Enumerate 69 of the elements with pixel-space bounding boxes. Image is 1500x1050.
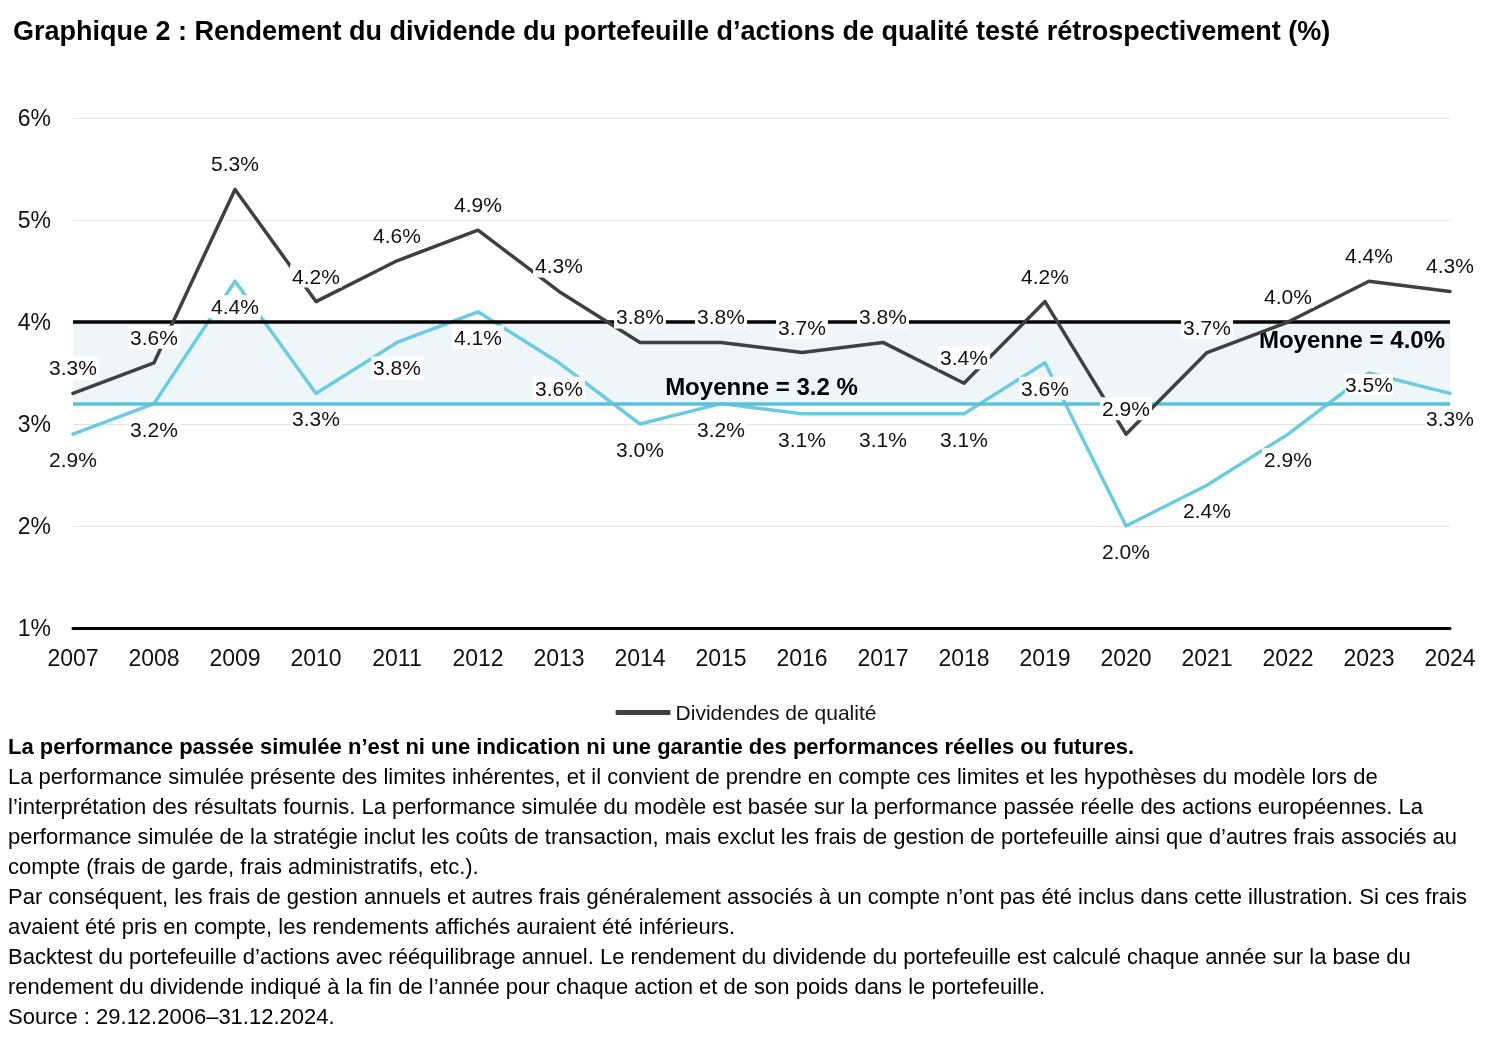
text: Backtest du portefeuille d’actions avec rééquilibrage annuel. Le rendement du dividende du portefeuille est calculé chaque année sur la base du rendement du dividende indiqué à la fin de l’année pour chaque action et de son poids dans le portefeuille.	[8, 943, 1412, 1001]
data-label: 3.5%	[1345, 373, 1393, 396]
data-label: 3.4%	[940, 346, 988, 370]
x-tick-label: 2020	[1100, 644, 1152, 671]
data-label: 4.9%	[454, 193, 502, 217]
x-tick-label: 2022	[1262, 644, 1314, 671]
x-tick-label: 2010	[290, 644, 342, 671]
data-label: 3.8%	[373, 356, 421, 380]
x-tick-label: 2016	[776, 644, 828, 671]
y-tick-label: 1%	[17, 615, 51, 641]
y-tick-label: 5%	[17, 207, 51, 233]
data-label: 2.9%	[1102, 397, 1150, 421]
data-label: 3.2%	[130, 417, 178, 441]
data-label: 4.4%	[211, 295, 259, 319]
data-label: 4.1%	[454, 325, 502, 349]
data-label: 3.7%	[778, 315, 826, 339]
data-label: 3.3%	[49, 356, 97, 380]
text: La performance passée simulée n’est ni une indication ni une garantie des performances réelles ou futures.	[8, 733, 1135, 761]
x-tick-label: 2018	[938, 644, 990, 671]
text: Par conséquent, les frais de gestion annuels et autres frais généralement associés à un compte n’ont pas été inclus dans cette illustration. Si ces frais avaient été pris en compte, les rendements affichés auraient été inférieurs.	[8, 883, 1468, 941]
data-label: 2.9%	[1264, 448, 1312, 472]
legend-label: Dividendes de qualité	[675, 701, 877, 724]
ref-line-label: Moyenne = 4.0%	[1258, 325, 1445, 353]
data-label: 5.3%	[211, 152, 259, 176]
data-label: 3.6%	[1021, 376, 1069, 400]
x-tick-label: 2014	[614, 644, 666, 671]
x-tick-label: 2008	[128, 644, 180, 671]
y-tick-label: 3%	[17, 411, 51, 437]
data-label: 3.6%	[535, 376, 583, 400]
ref-line-label: Moyenne = 3.2 %	[665, 373, 858, 401]
data-label: 4.6%	[373, 223, 421, 247]
data-label: 3.3%	[292, 407, 340, 431]
data-label: 3.2%	[697, 417, 745, 441]
data-label: 2.0%	[1102, 540, 1150, 563]
data-label: 3.8%	[616, 305, 664, 329]
data-label: 4.2%	[1021, 264, 1069, 288]
data-label: 4.0%	[1264, 285, 1312, 308]
x-tick-label: 2015	[695, 644, 747, 671]
y-tick-label: 6%	[17, 105, 51, 131]
data-label: 4.2%	[292, 264, 340, 288]
x-tick-label: 2017	[857, 644, 909, 671]
text: La performance simulée présente des limites inhérentes, et il convient de prendre en compte ces limites et les hypothèses du modèle lors de l’interprétation des résultats fournis. La performance simulée du modèle est basée sur la performance passée réelle des actions européennes. La performance simulée de la stratégie inclut les coûts de transaction, mais exclut les frais de gestion de portefeuille ainsi que d’autres frais associés au compte (frais de garde, frais administratifs, etc.).	[8, 763, 1459, 881]
data-label: 3.1%	[778, 427, 826, 451]
data-label: 4.3%	[535, 254, 583, 278]
data-label: 4.4%	[1345, 244, 1393, 268]
data-label: 4.3%	[1426, 254, 1474, 278]
x-tick-label: 2023	[1343, 644, 1395, 671]
x-tick-label: 2011	[372, 644, 422, 671]
x-tick-label: 2021	[1181, 644, 1233, 671]
x-tick-label: 2019	[1019, 644, 1071, 671]
x-tick-label: 2013	[533, 644, 585, 671]
y-tick-label: 4%	[17, 309, 51, 335]
data-label: 2.9%	[49, 448, 97, 472]
data-label: 3.8%	[859, 305, 907, 329]
data-label: 3.6%	[130, 325, 178, 349]
x-tick-label: 2024	[1424, 644, 1476, 671]
y-tick-label: 2%	[17, 513, 51, 539]
x-tick-label: 2007	[47, 644, 99, 671]
chart-title: Graphique 2 : Rendement du dividende du portefeuille d’actions de qualité testé rétrospectivement (%)	[13, 16, 1331, 46]
data-label: 3.8%	[697, 305, 745, 329]
data-label: 2.4%	[1183, 499, 1231, 523]
data-label: 3.0%	[616, 438, 664, 461]
data-label: 3.1%	[940, 427, 988, 451]
data-label: 3.1%	[859, 427, 907, 451]
source-note: Source : 29.12.2006–31.12.2024.	[8, 1003, 336, 1031]
data-label: 3.7%	[1183, 315, 1231, 339]
x-tick-label: 2012	[452, 644, 504, 671]
x-tick-label: 2009	[209, 644, 261, 671]
data-label: 3.3%	[1426, 407, 1474, 431]
